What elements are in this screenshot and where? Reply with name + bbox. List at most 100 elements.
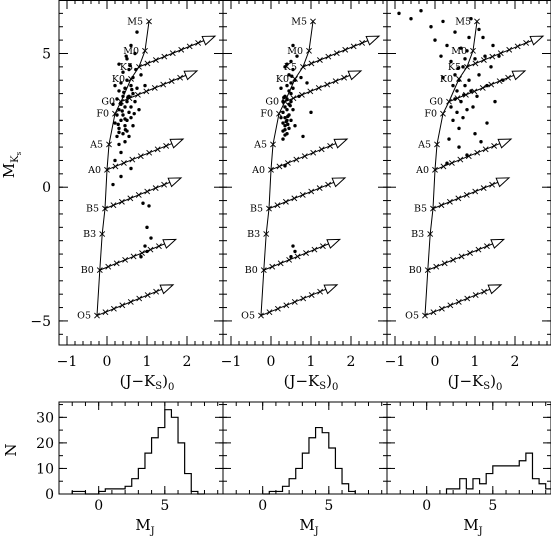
track-cross-marker — [282, 198, 289, 205]
histogram-bin — [466, 489, 473, 494]
track-cross-marker — [169, 50, 176, 57]
star-point — [455, 110, 459, 115]
x-tick-label: 2 — [511, 354, 520, 370]
track-cross-marker — [104, 166, 110, 173]
star-point — [491, 43, 495, 48]
track-cross-marker — [163, 142, 170, 149]
reddening-arrowhead — [167, 177, 183, 188]
track-cross-marker — [319, 243, 326, 250]
star-point — [481, 35, 485, 40]
star-point — [283, 115, 287, 120]
star-point — [451, 118, 455, 123]
histogram-bin — [329, 448, 336, 494]
track-cross-marker — [268, 166, 274, 173]
track-cross-marker — [308, 292, 315, 298]
star-point — [129, 115, 133, 120]
spectral-type-label: M0 — [451, 46, 467, 57]
star-point — [133, 51, 137, 56]
star-point — [455, 89, 459, 93]
star-point — [125, 78, 129, 82]
star-point — [122, 90, 126, 94]
track-cross-marker — [446, 198, 453, 205]
track-cross-marker — [471, 88, 478, 95]
track-cross-marker — [152, 57, 159, 63]
reddening-arrowhead — [183, 70, 199, 81]
star-point — [453, 30, 457, 34]
spectral-type-label: B0 — [409, 265, 422, 276]
y-tick-label: 20 — [36, 436, 54, 452]
track-cross-marker — [438, 202, 445, 209]
x-tick-label: 5 — [324, 498, 333, 514]
star-point — [281, 137, 285, 141]
reddening-arrowhead — [487, 284, 503, 295]
histogram-panel-2 — [262, 426, 356, 495]
x-tick-label: 0 — [267, 354, 276, 370]
histogram-bin — [138, 468, 145, 494]
star-point — [475, 94, 479, 98]
star-point — [139, 73, 143, 77]
star-point — [121, 113, 125, 117]
x-axis-label: (J−KS)0 — [120, 372, 175, 393]
star-point — [121, 70, 125, 74]
x-tick-label: 1 — [307, 354, 316, 370]
star-point — [129, 166, 133, 171]
track-cross-marker — [168, 78, 175, 85]
histogram-bin — [316, 428, 323, 494]
track-cross-marker — [310, 18, 316, 25]
star-point — [288, 103, 292, 108]
track-cross-marker — [300, 295, 307, 302]
histogram-bin — [145, 453, 152, 494]
histogram-bin — [480, 484, 487, 494]
star-point — [113, 158, 117, 163]
spectral-type-label: M0 — [287, 46, 303, 57]
histogram-panel-1 — [71, 409, 205, 495]
track-cross-marker — [308, 188, 315, 195]
star-point — [123, 105, 127, 109]
reddening-vector — [120, 70, 198, 103]
track-cross-marker — [472, 292, 479, 298]
star-point — [477, 73, 481, 77]
star-point — [473, 57, 477, 61]
star-point — [113, 83, 117, 88]
star-point — [121, 132, 125, 136]
star-point — [124, 54, 128, 58]
star-point — [123, 128, 128, 132]
histogram-bin — [322, 433, 329, 494]
star-point — [283, 65, 287, 69]
x-tick-label: 0 — [422, 498, 431, 514]
spectral-type-label: K0 — [276, 74, 289, 85]
reddening-vector — [96, 284, 174, 317]
star-point — [461, 115, 465, 120]
track-cross-marker — [186, 43, 193, 50]
track-cross-marker — [122, 256, 129, 263]
track-cross-marker — [481, 288, 488, 295]
histogram-bin — [178, 443, 185, 494]
reddening-vector — [270, 138, 348, 171]
cmd-panel-frame — [386, 0, 551, 346]
track-cross-marker — [514, 43, 521, 50]
track-cross-marker — [274, 305, 281, 312]
x-tick-label: −1 — [221, 354, 242, 370]
track-cross-marker — [506, 46, 513, 53]
star-point — [113, 121, 117, 125]
star-point — [135, 86, 139, 90]
histogram-bin — [519, 461, 526, 494]
track-cross-marker — [144, 292, 151, 298]
spectral-type-label: F0 — [260, 109, 273, 120]
track-cross-marker — [161, 53, 168, 60]
histogram-bin — [447, 489, 454, 494]
reddening-arrowhead — [201, 35, 217, 46]
histogram-bin — [171, 417, 178, 494]
histogram-bin — [460, 479, 467, 494]
track-cross-marker — [129, 156, 136, 163]
spectral-type-label: F0 — [96, 109, 109, 120]
reddening-arrowhead — [511, 70, 527, 81]
star-point — [309, 110, 313, 115]
star-point — [433, 38, 437, 42]
histogram-bin — [493, 466, 500, 494]
star-point — [447, 137, 451, 141]
track-cross-marker — [489, 181, 496, 188]
track-cross-marker — [146, 149, 153, 156]
star-point — [149, 236, 153, 240]
